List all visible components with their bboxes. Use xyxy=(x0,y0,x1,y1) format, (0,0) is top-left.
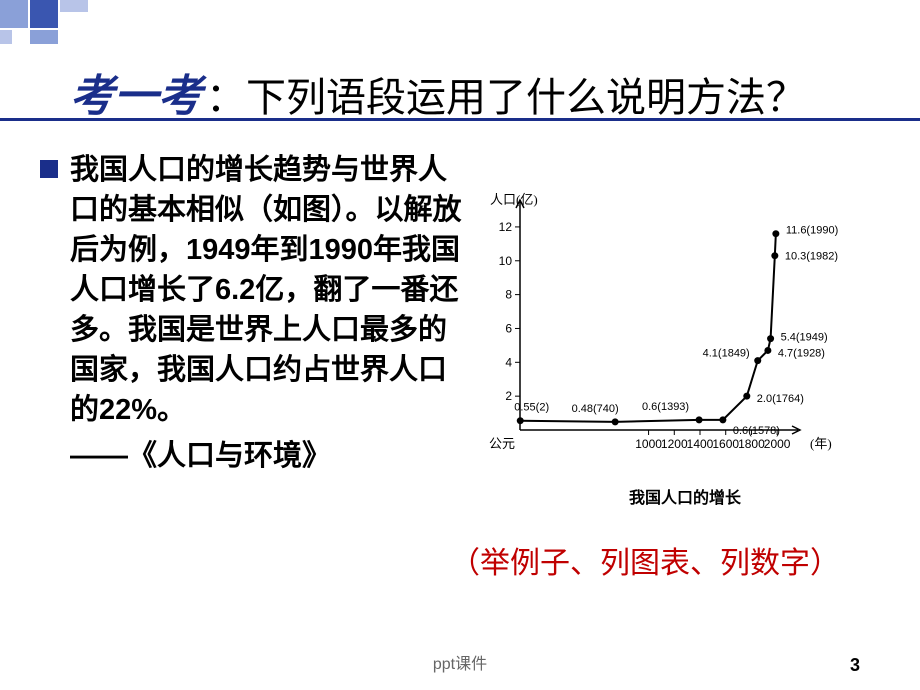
svg-text:公元: 公元 xyxy=(489,436,515,451)
chart-caption: 我国人口的增长 xyxy=(480,484,890,508)
svg-text:(年): (年) xyxy=(810,436,832,451)
population-chart: 人口(亿) 2 4 6 8 10 12 100012001400160018002000 公元 (… xyxy=(480,190,870,470)
svg-text:2.0(1764): 2.0(1764) xyxy=(757,393,804,405)
slide-title: 考一考 ：下列语段运用了什么说明方法？ xyxy=(70,60,880,124)
content-area: 我国人口的增长趋势与世界人口的基本相似（如图）。以解放后为例，1949年到199… xyxy=(40,150,890,582)
text-column: 我国人口的增长趋势与世界人口的基本相似（如图）。以解放后为例，1949年到199… xyxy=(40,150,470,582)
svg-text:1000: 1000 xyxy=(635,437,662,451)
svg-text:2: 2 xyxy=(505,389,512,403)
corner-decoration xyxy=(0,0,200,50)
title-highlight: 考一考 xyxy=(70,60,202,124)
svg-text:5.4(1949): 5.4(1949) xyxy=(781,332,828,344)
svg-text:1200: 1200 xyxy=(661,437,688,451)
svg-text:11.6(1990): 11.6(1990) xyxy=(786,225,838,237)
svg-text:人口(亿): 人口(亿) xyxy=(490,192,538,207)
title-question: ：下列语段运用了什么说明方法？ xyxy=(206,65,806,123)
svg-text:12: 12 xyxy=(499,220,513,234)
svg-text:2000: 2000 xyxy=(764,437,791,451)
page-number: 3 xyxy=(850,655,860,676)
chart-column: 人口(亿) 2 4 6 8 10 12 100012001400160018002000 公元 (… xyxy=(470,150,890,582)
body-paragraph: 我国人口的增长趋势与世界人口的基本相似（如图）。以解放后为例，1949年到199… xyxy=(70,150,470,430)
svg-text:4.7(1928): 4.7(1928) xyxy=(778,347,825,359)
svg-text:0.6(1393): 0.6(1393) xyxy=(642,401,689,413)
svg-text:4.1(1849): 4.1(1849) xyxy=(703,348,750,360)
title-underline xyxy=(0,118,920,121)
svg-text:0.55(2): 0.55(2) xyxy=(514,402,549,414)
answer-text: （举例子、列图表、列数字） xyxy=(450,538,890,582)
svg-text:4: 4 xyxy=(505,355,512,369)
svg-text:1600: 1600 xyxy=(712,437,739,451)
footer-text: ppt课件 xyxy=(0,650,920,674)
bullet-icon xyxy=(40,160,58,178)
svg-text:1400: 1400 xyxy=(687,437,714,451)
svg-text:6: 6 xyxy=(505,321,512,335)
body-source: ——《人口与环境》 xyxy=(70,436,470,476)
svg-text:10.3(1982): 10.3(1982) xyxy=(785,251,838,263)
svg-text:0.6(1578): 0.6(1578) xyxy=(733,425,780,437)
svg-text:8: 8 xyxy=(505,288,512,302)
svg-text:1800: 1800 xyxy=(738,437,765,451)
svg-text:10: 10 xyxy=(499,254,513,268)
svg-text:0.48(740): 0.48(740) xyxy=(572,403,619,415)
